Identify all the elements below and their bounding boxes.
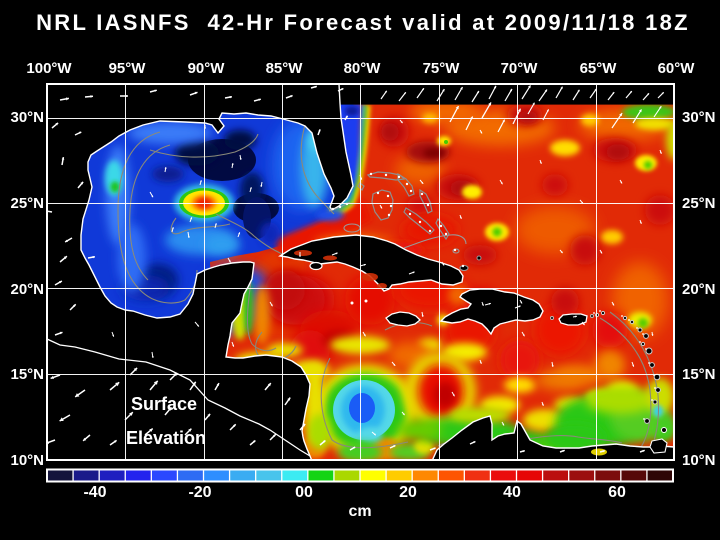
svg-text:85°W: 85°W — [266, 60, 304, 77]
svg-text:30°N: 30°N — [10, 109, 44, 126]
svg-text:20°N: 20°N — [682, 281, 716, 298]
svg-text:25°N: 25°N — [10, 195, 44, 212]
svg-text:Surface: Surface — [131, 394, 197, 414]
svg-text:-20: -20 — [188, 484, 211, 501]
svg-text:00: 00 — [295, 484, 313, 501]
svg-text:95°W: 95°W — [109, 60, 147, 77]
svg-text:60: 60 — [608, 484, 626, 501]
svg-text:30°N: 30°N — [682, 109, 716, 126]
svg-text:15°N: 15°N — [10, 366, 44, 383]
svg-text:NRL IASNFS 42-Hr Forecast val: NRL IASNFS 42-Hr Forecast valid at 2009/… — [36, 10, 690, 35]
svg-text:100°W: 100°W — [26, 60, 72, 77]
svg-text:75°W: 75°W — [423, 60, 461, 77]
svg-text:40: 40 — [503, 484, 521, 501]
svg-text:20: 20 — [399, 484, 417, 501]
svg-text:15°N: 15°N — [682, 366, 716, 383]
svg-text:10°N: 10°N — [10, 452, 44, 469]
svg-text:60°W: 60°W — [658, 60, 696, 77]
svg-text:10°N: 10°N — [682, 452, 716, 469]
svg-text:70°W: 70°W — [501, 60, 539, 77]
svg-text:cm: cm — [348, 503, 371, 520]
svg-text:20°N: 20°N — [10, 281, 44, 298]
svg-text:90°W: 90°W — [188, 60, 226, 77]
svg-text:25°N: 25°N — [682, 195, 716, 212]
svg-text:65°W: 65°W — [580, 60, 618, 77]
svg-text:-40: -40 — [83, 484, 106, 501]
svg-text:Elevation: Elevation — [126, 428, 206, 448]
svg-text:80°W: 80°W — [344, 60, 382, 77]
